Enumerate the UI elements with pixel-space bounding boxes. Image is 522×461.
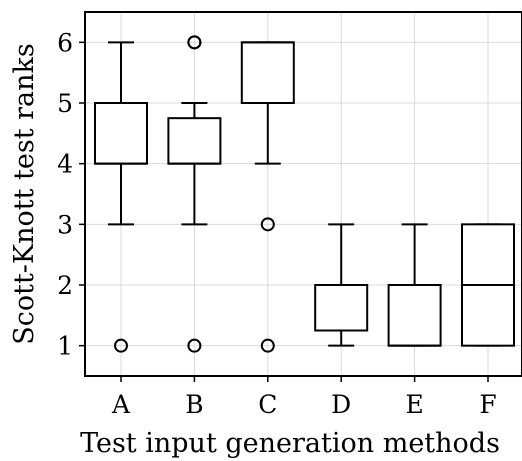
x-tick-label: D [331, 390, 351, 419]
x-tick-label: E [405, 390, 423, 419]
outlier-point [260, 217, 275, 232]
iqr-box [314, 284, 369, 332]
box-A [94, 41, 148, 353]
outlier-point [114, 338, 128, 353]
x-tick-label: A [111, 390, 131, 419]
x-tick-label: B [185, 390, 203, 419]
box-E [387, 223, 442, 347]
y-tick-label: 2 [57, 271, 73, 300]
box-B [167, 35, 222, 353]
iqr-box [167, 117, 222, 165]
x-axis-label: Test input generation methods [80, 428, 500, 459]
box-F [461, 223, 515, 347]
box-C [240, 41, 295, 353]
outlier-point [260, 338, 275, 353]
iqr-box [94, 102, 148, 165]
outlier-point [187, 338, 202, 353]
y-tick-label: 6 [57, 28, 73, 57]
y-tick-label: 1 [57, 332, 73, 361]
y-tick-label: 3 [57, 210, 73, 239]
grid-lines [85, 12, 522, 376]
y-ticks-group: 1 2 3 4 5 6 [57, 28, 85, 361]
y-tick-label: 4 [57, 150, 73, 179]
x-tick-label: F [479, 390, 496, 419]
iqr-box [387, 284, 442, 347]
outlier-point [187, 35, 202, 50]
x-tick-label: C [258, 390, 277, 419]
iqr-box [240, 41, 295, 104]
box-D [314, 223, 369, 347]
y-axis-label: Scott-Knott test ranks [9, 43, 40, 345]
boxes-group [94, 35, 515, 353]
plot-area-frame [84, 11, 522, 377]
y-tick-label: 5 [57, 89, 73, 118]
x-ticks-group: A B C D E F [111, 376, 497, 419]
